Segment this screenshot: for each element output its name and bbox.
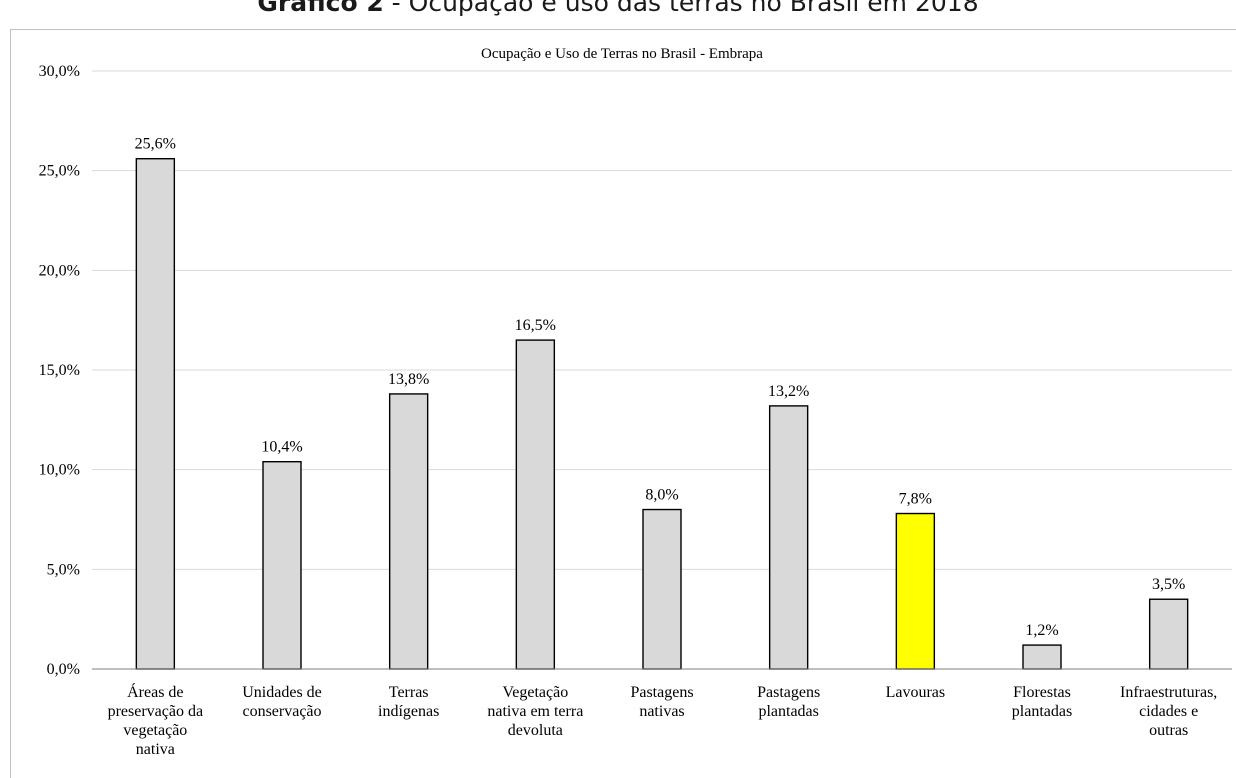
x-tick-label-line: nativa xyxy=(136,741,175,758)
y-tick-label: 15,0% xyxy=(39,362,80,379)
x-tick-label: Pastagens plantadas xyxy=(757,684,820,720)
bar xyxy=(262,460,302,670)
x-tick-label-line: cidades e xyxy=(1139,703,1198,720)
x-tick-label-line: Pastagens xyxy=(757,684,820,701)
x-tick-label: Pastagens nativas xyxy=(630,684,693,720)
x-tick-label-line: Lavouras xyxy=(886,684,946,701)
bar xyxy=(515,339,556,670)
x-tick-label-line: Infraestruturas, xyxy=(1120,684,1217,701)
x-tick-label-line: Florestas xyxy=(1013,684,1071,701)
x-tick-label: Florestas plantadas xyxy=(1012,684,1072,720)
bar xyxy=(895,512,936,670)
x-tick-label-line: indígenas xyxy=(378,703,439,720)
page-heading-text: - Ocupação e uso das terras no Brasil em… xyxy=(383,0,979,17)
x-tick-label-line: Vegetação xyxy=(502,684,568,701)
y-tick-label: 30,0% xyxy=(39,63,80,80)
x-tick-label-line: Unidades de xyxy=(242,684,322,701)
data-label: 8,0% xyxy=(645,487,678,504)
y-tick-label: 0,0% xyxy=(47,661,80,678)
y-tick-label: 20,0% xyxy=(39,262,80,279)
x-axis-ticks: Áreas de preservação da vegetação nativa Uni… xyxy=(108,682,1218,758)
chart-title: Ocupação e Uso de Terras no Brasil - Emb… xyxy=(481,46,763,62)
page-heading-label: Gráfico 2 xyxy=(257,0,384,17)
page-heading: Gráfico 2 - Ocupação e uso das terras no… xyxy=(0,0,1236,18)
data-labels: 25,6% 10,4% 13,8% 16,5% 8,0% 13,2% 7,8% 1,2% 3,5… xyxy=(135,136,1186,639)
x-tick-label-line: devoluta xyxy=(508,722,563,739)
x-tick-label-line: Terras xyxy=(389,684,429,701)
x-tick-label-line: Áreas de xyxy=(127,682,183,701)
bar xyxy=(1148,598,1189,670)
data-label: 13,8% xyxy=(388,371,429,388)
bar xyxy=(642,508,682,670)
data-label: 10,4% xyxy=(261,439,302,456)
data-label: 3,5% xyxy=(1152,576,1185,593)
data-label: 13,2% xyxy=(768,383,809,400)
x-tick-label-line: vegetação xyxy=(123,722,187,739)
x-tick-label: Terras indígenas xyxy=(378,684,439,720)
y-tick-label: 10,0% xyxy=(39,462,80,479)
x-tick-label: Áreas de preservação da vegetação nativa xyxy=(108,682,204,758)
bars xyxy=(135,158,1189,670)
y-axis-ticks: 0,0% 5,0% 10,0% 15,0% 20,0% 25,0% 30,0% xyxy=(39,63,80,678)
x-tick-label-line: nativas xyxy=(639,703,684,720)
x-tick-label: Infraestruturas, cidades e outras xyxy=(1120,684,1217,739)
x-tick-label: Unidades de conservação xyxy=(242,684,322,720)
x-tick-label-line: preservação da xyxy=(108,703,204,720)
bar xyxy=(1022,644,1062,670)
x-tick-label-line: plantadas xyxy=(758,703,818,720)
bar xyxy=(768,405,809,670)
data-label: 1,2% xyxy=(1025,622,1058,639)
bar xyxy=(135,158,176,670)
bar xyxy=(388,393,429,670)
x-tick-label-line: outras xyxy=(1149,722,1188,739)
data-label: 25,6% xyxy=(135,136,176,153)
x-tick-label-line: conservação xyxy=(242,703,321,720)
x-tick-label-line: Pastagens xyxy=(630,684,693,701)
data-label: 7,8% xyxy=(899,491,932,508)
y-tick-label: 5,0% xyxy=(47,561,80,578)
x-tick-label: Lavouras xyxy=(886,684,946,701)
chart-frame xyxy=(10,29,1236,778)
data-label: 16,5% xyxy=(515,317,556,334)
x-tick-label-line: plantadas xyxy=(1012,703,1072,720)
x-tick-label-line: nativa em terra xyxy=(487,703,583,720)
y-tick-label: 25,0% xyxy=(39,163,80,180)
x-tick-label: Vegetação nativa em terra devoluta xyxy=(487,684,583,739)
